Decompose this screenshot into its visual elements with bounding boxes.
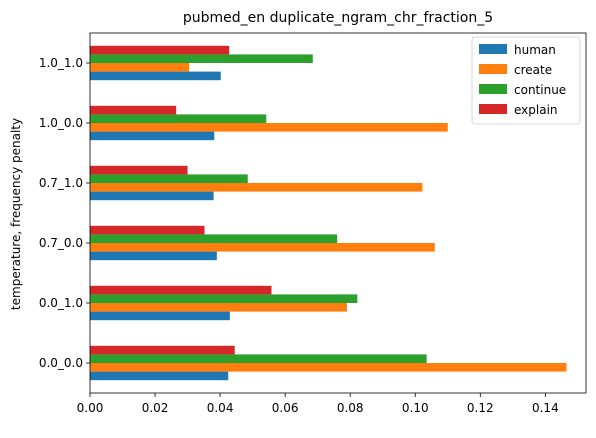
chart-title: pubmed_en duplicate_ngram_chr_fraction_5 [183, 10, 493, 26]
bar-continue-1.0_1.0 [90, 54, 313, 63]
bar-human-0.0_0.0 [90, 371, 229, 381]
bar-explain-0.0_1.0 [90, 285, 272, 295]
x-tick-label: 0.12 [467, 401, 494, 415]
bar-human-0.7_0.0 [90, 251, 217, 261]
y-tick-label: 0.0_0.0 [39, 356, 83, 370]
bar-explain-0.0_0.0 [90, 345, 235, 355]
x-tick-label: 0.00 [77, 401, 104, 415]
plot-frame [89, 32, 587, 394]
bar-explain-0.7_1.0 [90, 165, 188, 175]
bar-human-0.7_1.0 [90, 191, 214, 201]
bar-continue-0.0_1.0 [90, 294, 358, 303]
x-tick-label: 0.10 [402, 401, 429, 415]
bar-explain-1.0_1.0 [90, 45, 230, 55]
legend-label-continue: continue [514, 83, 566, 97]
y-tick-label: 0.7_0.0 [39, 236, 83, 250]
y-tick-label: 0.0_1.0 [39, 296, 83, 310]
y-tick-label: 0.7_1.0 [39, 176, 83, 190]
bar-continue-0.7_1.0 [90, 174, 248, 183]
bar-create-0.0_1.0 [90, 303, 347, 312]
y-tick-label: 1.0_0.0 [39, 116, 83, 130]
legend-swatch-continue [479, 84, 507, 94]
legend-swatch-create [479, 64, 507, 74]
bar-explain-0.7_0.0 [90, 225, 205, 235]
x-tick-label: 0.14 [532, 401, 559, 415]
bar-create-0.7_1.0 [90, 183, 423, 192]
bar-explain-1.0_0.0 [90, 105, 177, 115]
bar-human-1.0_1.0 [90, 71, 221, 81]
legend: human create continue explain [471, 36, 581, 125]
bar-create-1.0_0.0 [90, 123, 448, 132]
bar-create-1.0_1.0 [90, 63, 190, 72]
x-tick-label: 0.06 [272, 401, 299, 415]
legend-label-human: human [514, 43, 556, 57]
legend-swatch-explain [479, 104, 507, 114]
bar-continue-1.0_0.0 [90, 114, 267, 123]
bar-human-1.0_0.0 [90, 131, 215, 141]
x-tick-label: 0.08 [337, 401, 364, 415]
legend-label-create: create [514, 63, 552, 77]
bar-create-0.0_0.0 [90, 363, 567, 372]
y-tick-label: 1.0_1.0 [39, 56, 83, 70]
bar-continue-0.7_0.0 [90, 234, 338, 243]
legend-box [471, 36, 581, 125]
legend-swatch-human [479, 44, 507, 54]
plot-area: 0.0_0.0 0.0_1.0 0.7_0.0 0.7_1.0 1.0_0.0 1.0_1… [39, 32, 587, 415]
bar-continue-0.0_0.0 [90, 354, 427, 363]
y-axis-title: temperature, frequency penalty [9, 118, 23, 310]
legend-label-explain: explain [514, 103, 558, 117]
x-tick-label: 0.04 [207, 401, 234, 415]
bar-create-0.7_0.0 [90, 243, 435, 252]
x-tick-label: 0.02 [142, 401, 169, 415]
bar-human-0.0_1.0 [90, 311, 230, 321]
